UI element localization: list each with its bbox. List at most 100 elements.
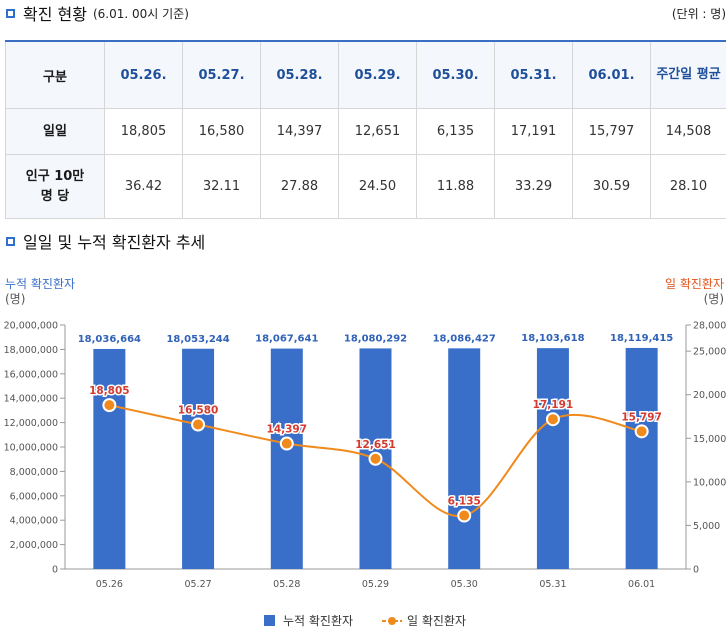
left-axis-tick-label: 4,000,000 bbox=[10, 516, 58, 527]
table-cell: 27.88 bbox=[260, 154, 339, 219]
line-point bbox=[368, 451, 383, 466]
bar bbox=[448, 348, 481, 569]
left-axis-tick-label: 12,000,000 bbox=[4, 418, 58, 429]
legend-label-line: 일 확진환자 bbox=[407, 614, 466, 628]
right-axis-unit: (명) bbox=[704, 292, 724, 306]
line-point bbox=[545, 412, 560, 427]
table-cell: 14,397 bbox=[260, 108, 339, 155]
table-cell: 30.59 bbox=[572, 154, 651, 219]
header-cell-date: 05.30. bbox=[416, 40, 495, 109]
x-axis-tick-label: 05.30 bbox=[451, 579, 478, 590]
bar-value-label: 18,086,427 bbox=[433, 333, 496, 344]
x-axis-tick-label: 05.27 bbox=[184, 579, 211, 590]
data-labels: 18,036,664 18,053,244 18,067,641 18,080,292… bbox=[78, 333, 674, 509]
section-title: 일일 및 누적 확진환자 추세 bbox=[23, 233, 206, 252]
axes: 0 2,000,000 4,000,000 6,000,000 8,000,000 10,… bbox=[4, 321, 726, 591]
x-axis-tick-label: 05.31 bbox=[539, 579, 566, 590]
left-axis-tick-label: 14,000,000 bbox=[4, 394, 58, 405]
table-header-row: 구분 05.26. 05.27. 05.28. 05.29. 05.30. 05… bbox=[5, 40, 726, 109]
bar bbox=[182, 348, 215, 569]
bar-value-label: 18,036,664 bbox=[78, 334, 141, 345]
bar bbox=[625, 347, 658, 569]
legend-swatch-bar bbox=[264, 615, 275, 626]
trend-chart: 누적 확진환자 (명) 일 확진환자 (명) 0 2,000,000 4,000,0… bbox=[4, 277, 726, 628]
header-cell-date: 06.01. bbox=[572, 40, 651, 109]
left-axis-tick-label: 16,000,000 bbox=[4, 369, 58, 380]
table-cell: 17,191 bbox=[494, 108, 573, 155]
table-cell: 18,805 bbox=[104, 108, 183, 155]
left-axis-tick-label: 8,000,000 bbox=[10, 467, 58, 478]
line-value-label: 17,191 bbox=[533, 399, 574, 411]
bar-value-label: 18,053,244 bbox=[166, 334, 229, 345]
left-axis-tick-label: 10,000,000 bbox=[4, 443, 58, 454]
right-axis-tick-label: 15,000 bbox=[693, 434, 726, 445]
bar-value-label: 18,119,415 bbox=[610, 333, 673, 344]
header-cell-date: 05.27. bbox=[182, 40, 261, 109]
header-cell-date: 05.29. bbox=[338, 40, 417, 109]
left-axis-tick-label: 18,000,000 bbox=[4, 345, 58, 356]
line-series bbox=[102, 398, 649, 523]
bar-series bbox=[93, 347, 658, 569]
section-header-status: 확진 현황 (6.01. 00시 기준) bbox=[6, 2, 189, 24]
table-cell-average: 28.10 bbox=[650, 154, 726, 219]
line-value-label: 12,651 bbox=[355, 439, 396, 451]
row-label: 일일 bbox=[5, 108, 105, 155]
line-point bbox=[457, 508, 472, 523]
right-axis-tick-label: 0 bbox=[693, 565, 699, 576]
bar bbox=[93, 348, 126, 569]
right-axis-tick-label: 10,000 bbox=[693, 477, 726, 488]
square-bullet-icon bbox=[6, 8, 15, 18]
line-point bbox=[191, 417, 206, 432]
right-axis-tick-label: 28,000 bbox=[693, 321, 726, 332]
bar-value-label: 18,080,292 bbox=[344, 333, 407, 344]
legend: 누적 확진환자 일 확진환자 bbox=[264, 614, 466, 628]
section-title: 확진 현황 bbox=[23, 5, 87, 24]
right-axis-tick-label: 20,000 bbox=[693, 390, 726, 401]
table-cell: 12,651 bbox=[338, 108, 417, 155]
bar-value-label: 18,067,641 bbox=[255, 334, 318, 345]
table-cell: 33.29 bbox=[494, 154, 573, 219]
table-cell-average: 14,508 bbox=[650, 108, 726, 155]
section-subtitle: (6.01. 00시 기준) bbox=[92, 6, 189, 21]
left-axis-tick-label: 2,000,000 bbox=[10, 540, 58, 551]
status-table: 구분 05.26. 05.27. 05.28. 05.29. 05.30. 05… bbox=[5, 40, 726, 219]
bar bbox=[270, 348, 303, 569]
header-cell-date: 05.26. bbox=[104, 40, 183, 109]
line-value-label: 6,135 bbox=[448, 496, 481, 508]
table-cell: 24.50 bbox=[338, 154, 417, 219]
section-header-trend: 일일 및 누적 확진환자 추세 bbox=[6, 230, 205, 252]
line-point bbox=[279, 436, 294, 451]
line-value-label: 18,805 bbox=[89, 385, 130, 397]
line-value-label: 15,797 bbox=[621, 411, 662, 423]
line-point bbox=[102, 398, 117, 413]
table-row: 일일 18,805 16,580 14,397 12,651 6,135 17,… bbox=[5, 108, 726, 155]
legend-marker-line bbox=[388, 617, 396, 625]
right-axis-tick-label: 5,000 bbox=[693, 521, 720, 532]
unit-note: (단위 : 명) bbox=[671, 7, 726, 21]
left-axis-tick-label: 0 bbox=[52, 565, 58, 576]
left-axis-title: 누적 확진환자 bbox=[5, 277, 75, 291]
table-cell: 32.11 bbox=[182, 154, 261, 219]
table-cell: 15,797 bbox=[572, 108, 651, 155]
x-axis-tick-label: 05.26 bbox=[96, 579, 123, 590]
line-value-label: 16,580 bbox=[178, 405, 219, 417]
bar-value-label: 18,103,618 bbox=[521, 333, 584, 344]
header-cell-weekly-average: 주간일 평균 bbox=[650, 40, 726, 109]
x-axis-tick-label: 06.01 bbox=[628, 579, 655, 590]
table-cell: 6,135 bbox=[416, 108, 495, 155]
right-axis-tick-label: 25,000 bbox=[693, 347, 726, 358]
table-cell: 11.88 bbox=[416, 154, 495, 219]
left-axis-tick-label: 20,000,000 bbox=[4, 321, 58, 332]
table-row: 인구 10만 명 당 36.42 32.11 27.88 24.50 11.88… bbox=[5, 154, 726, 219]
table-cell: 36.42 bbox=[104, 154, 183, 219]
legend-label-bar: 누적 확진환자 bbox=[283, 614, 353, 628]
table-cell: 16,580 bbox=[182, 108, 261, 155]
left-axis-tick-label: 6,000,000 bbox=[10, 491, 58, 502]
left-axis-unit: (명) bbox=[5, 292, 25, 306]
header-cell-date: 05.28. bbox=[260, 40, 339, 109]
line-value-label: 14,397 bbox=[267, 424, 308, 436]
line-point bbox=[634, 424, 649, 439]
x-axis-tick-label: 05.28 bbox=[273, 579, 300, 590]
row-label: 인구 10만 명 당 bbox=[5, 154, 105, 219]
bar bbox=[536, 348, 569, 569]
